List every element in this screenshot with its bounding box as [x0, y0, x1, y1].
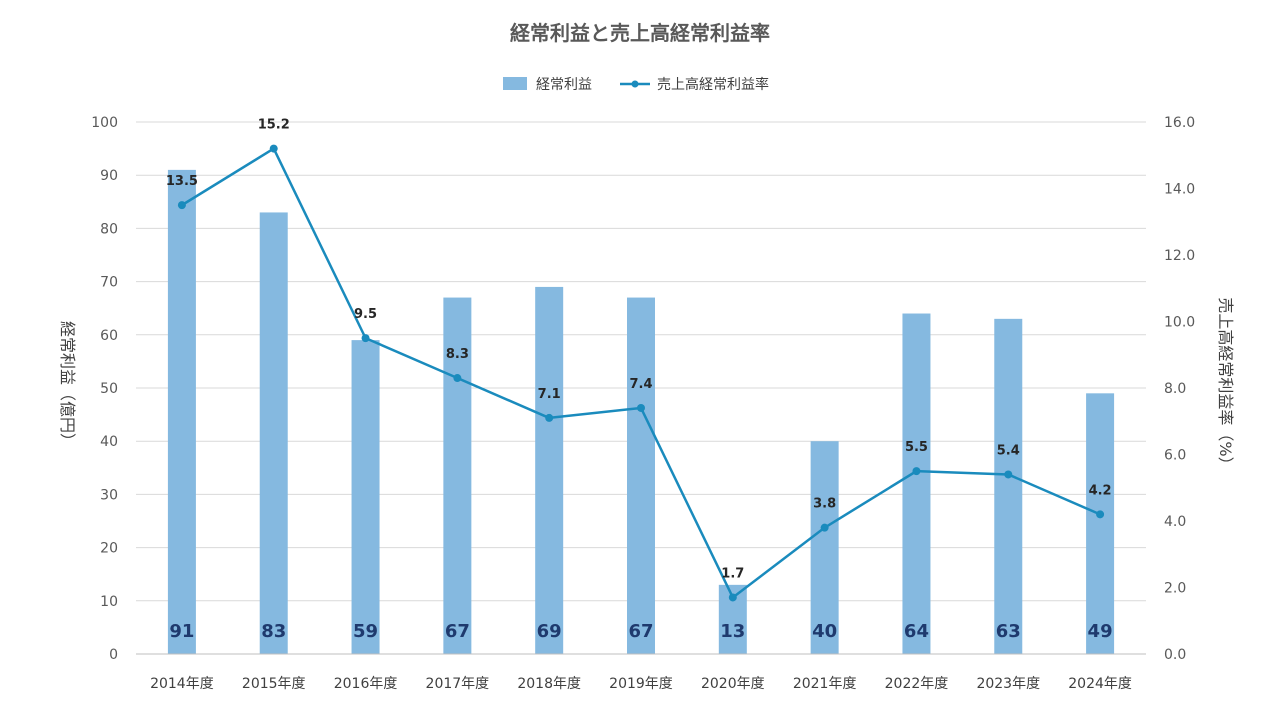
- legend-swatch-bar: [503, 77, 527, 90]
- y-left-axis-title: 経常利益（億円）: [58, 321, 77, 449]
- x-tick-label: 2015年度: [242, 676, 306, 692]
- line-data-label: 1.7: [721, 566, 744, 581]
- line-data-label: 5.5: [905, 440, 928, 455]
- y-right-axis-title: 売上高経常利益率（%）: [1216, 297, 1235, 472]
- bar-data-label: 91: [169, 621, 194, 642]
- bar: [535, 286, 564, 654]
- bar-data-label: 69: [537, 621, 562, 642]
- y-left-tick-label: 30: [100, 487, 118, 503]
- bar: [259, 212, 288, 654]
- x-tick-label: 2020年度: [701, 676, 765, 692]
- line-point: [545, 413, 554, 422]
- bar-data-label: 83: [261, 621, 286, 642]
- y-left-tick-label: 20: [100, 541, 118, 557]
- y-right-tick-label: 2.0: [1164, 581, 1186, 597]
- bar-data-label: 59: [353, 621, 378, 642]
- line-data-label: 4.2: [1089, 483, 1112, 498]
- bar: [627, 297, 655, 654]
- bar: [994, 318, 1023, 654]
- line-data-label: 5.4: [997, 443, 1020, 458]
- y-right-tick-label: 10.0: [1164, 315, 1195, 331]
- y-left-tick-label: 50: [100, 381, 118, 397]
- bar-data-label: 67: [628, 621, 653, 642]
- bar-data-label: 67: [445, 621, 470, 642]
- bar-data-label: 13: [720, 621, 745, 642]
- line-data-label: 3.8: [813, 497, 836, 512]
- bar: [1086, 393, 1115, 654]
- line-point: [177, 201, 186, 210]
- bar: [443, 297, 472, 654]
- x-tick-label: 2022年度: [885, 676, 949, 692]
- bar-data-label: 49: [1088, 621, 1113, 642]
- y-right-tick-label: 12.0: [1164, 248, 1195, 264]
- bar-data-label: 64: [904, 621, 929, 642]
- line-point: [1096, 510, 1105, 519]
- y-left-tick-label: 100: [91, 115, 118, 131]
- y-left-tick-label: 80: [100, 221, 118, 237]
- line-data-label: 7.1: [538, 387, 561, 402]
- line-data-label: 15.2: [258, 118, 290, 133]
- line-data-label: 13.5: [166, 174, 198, 189]
- legend-swatch-marker: [631, 80, 639, 88]
- y-left-tick-label: 10: [100, 594, 118, 610]
- bar: [902, 313, 931, 654]
- x-tick-label: 2024年度: [1068, 676, 1132, 692]
- x-tick-label: 2023年度: [976, 676, 1040, 692]
- line-point: [361, 334, 370, 343]
- y-left-tick-label: 40: [100, 434, 118, 450]
- bar: [167, 169, 196, 654]
- x-tick-label: 2016年度: [334, 676, 398, 692]
- y-left-tick-label: 90: [100, 168, 118, 184]
- legend-label-bar: 経常利益: [536, 77, 592, 93]
- legend-label-line: 売上高経常利益率: [657, 76, 769, 93]
- line-point: [912, 467, 921, 476]
- y-right-tick-label: 14.0: [1164, 182, 1195, 198]
- y-right-tick-label: 8.0: [1164, 381, 1186, 397]
- x-tick-label: 2018年度: [517, 676, 581, 692]
- y-left-tick-label: 60: [100, 328, 118, 344]
- chart-title: 経常利益と売上高経常利益率: [510, 21, 770, 45]
- bar: [351, 340, 380, 654]
- line-point: [728, 593, 737, 602]
- y-right-tick-label: 0.0: [1164, 647, 1186, 663]
- bar-data-label: 40: [812, 621, 837, 642]
- x-tick-label: 2017年度: [426, 676, 490, 692]
- bar: [810, 441, 839, 654]
- line-point: [269, 144, 278, 153]
- x-tick-label: 2014年度: [150, 676, 214, 692]
- line-data-label: 7.4: [629, 377, 652, 392]
- y-right-tick-label: 4.0: [1164, 514, 1186, 530]
- x-tick-label: 2019年度: [609, 676, 673, 692]
- x-tick-label: 2021年度: [793, 676, 857, 692]
- line-point: [1004, 470, 1013, 479]
- y-left-tick-label: 0: [109, 647, 118, 663]
- y-right-tick-label: 16.0: [1164, 115, 1195, 131]
- bar-data-label: 63: [996, 621, 1021, 642]
- line-data-label: 8.3: [446, 347, 469, 362]
- line-point: [637, 403, 645, 412]
- line-point: [820, 523, 829, 532]
- line-point: [453, 374, 462, 383]
- y-left-tick-label: 70: [100, 275, 118, 291]
- line-data-label: 9.5: [354, 307, 377, 322]
- y-right-tick-label: 6.0: [1164, 448, 1186, 464]
